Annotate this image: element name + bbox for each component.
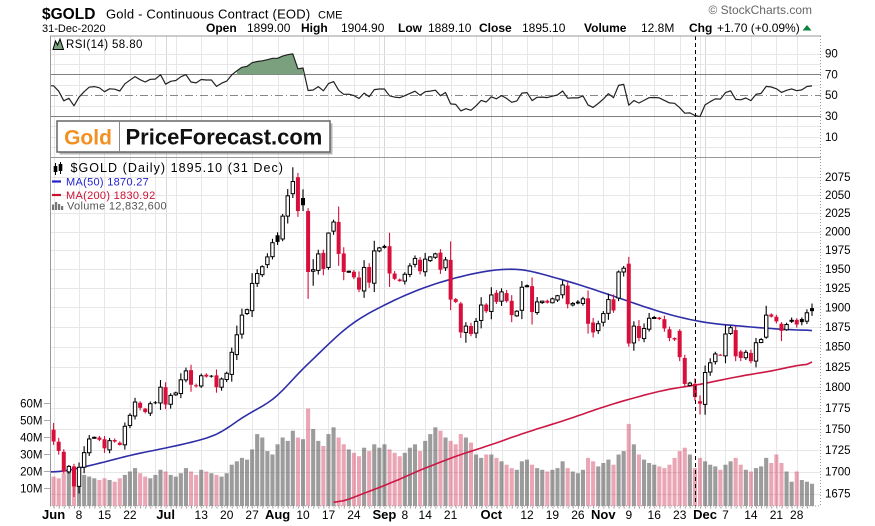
svg-text:Volume 12,832,600: Volume 12,832,600 bbox=[67, 201, 167, 213]
svg-text:Low: Low bbox=[398, 21, 423, 35]
svg-text:30: 30 bbox=[825, 111, 838, 123]
svg-text:Dec: Dec bbox=[693, 507, 717, 522]
svg-text:1889.10: 1889.10 bbox=[428, 21, 472, 35]
svg-text:19: 19 bbox=[546, 508, 560, 522]
svg-text:MA(200) 1830.92: MA(200) 1830.92 bbox=[66, 190, 156, 202]
svg-text:1975: 1975 bbox=[825, 245, 851, 257]
svg-text:70: 70 bbox=[825, 69, 838, 81]
svg-text:CME: CME bbox=[318, 10, 342, 22]
svg-text:Jun: Jun bbox=[42, 507, 65, 522]
svg-text:13: 13 bbox=[195, 508, 209, 522]
svg-text:1825: 1825 bbox=[825, 362, 851, 374]
svg-text:1895.10: 1895.10 bbox=[522, 21, 566, 35]
svg-text:90: 90 bbox=[825, 49, 838, 61]
svg-text:Gold - Continuous Contract (EO: Gold - Continuous Contract (EOD) bbox=[106, 7, 310, 22]
svg-text:High: High bbox=[301, 21, 328, 35]
svg-text:1725: 1725 bbox=[825, 445, 851, 457]
svg-text:2000: 2000 bbox=[825, 227, 851, 239]
svg-text:Nov: Nov bbox=[591, 507, 616, 522]
svg-text:1775: 1775 bbox=[825, 403, 851, 415]
svg-text:1675: 1675 bbox=[825, 489, 851, 501]
svg-text:2050: 2050 bbox=[825, 190, 851, 202]
svg-text:14: 14 bbox=[744, 508, 758, 522]
svg-text:7: 7 bbox=[722, 508, 729, 522]
svg-text:30M: 30M bbox=[20, 450, 42, 462]
svg-text:50M: 50M bbox=[20, 416, 42, 428]
svg-text:$GOLD (Daily) 1895.10 (31 Dec): $GOLD (Daily) 1895.10 (31 Dec) bbox=[71, 161, 285, 175]
svg-text:© StockCharts.com: © StockCharts.com bbox=[708, 3, 812, 17]
svg-text:1875: 1875 bbox=[825, 322, 851, 334]
svg-text:1899.00: 1899.00 bbox=[247, 21, 291, 35]
svg-text:8: 8 bbox=[76, 508, 83, 522]
svg-text:Jul: Jul bbox=[156, 507, 175, 522]
svg-text:20M: 20M bbox=[20, 467, 42, 479]
svg-text:17: 17 bbox=[322, 508, 336, 522]
svg-text:Open: Open bbox=[206, 21, 237, 35]
svg-text:21: 21 bbox=[770, 508, 784, 522]
svg-text:Oct: Oct bbox=[480, 507, 502, 522]
svg-text:21: 21 bbox=[444, 508, 458, 522]
svg-text:Chg: Chg bbox=[689, 21, 712, 35]
svg-text:24: 24 bbox=[347, 508, 361, 522]
svg-text:Aug: Aug bbox=[265, 507, 290, 522]
svg-text:2025: 2025 bbox=[825, 208, 851, 220]
svg-text:1850: 1850 bbox=[825, 342, 851, 354]
svg-text:22: 22 bbox=[123, 508, 137, 522]
svg-text:Volume: Volume bbox=[584, 21, 627, 35]
svg-text:$GOLD: $GOLD bbox=[42, 6, 95, 23]
svg-text:40M: 40M bbox=[20, 433, 42, 445]
svg-text:10: 10 bbox=[296, 508, 310, 522]
svg-text:50: 50 bbox=[825, 90, 838, 102]
svg-text:16: 16 bbox=[648, 508, 662, 522]
svg-text:23: 23 bbox=[673, 508, 687, 522]
svg-text:15: 15 bbox=[98, 508, 112, 522]
svg-text:14: 14 bbox=[419, 508, 433, 522]
svg-text:8: 8 bbox=[401, 508, 408, 522]
svg-text:Close: Close bbox=[479, 21, 512, 35]
svg-text:MA(50) 1870.27: MA(50) 1870.27 bbox=[66, 177, 149, 189]
svg-text:1700: 1700 bbox=[825, 467, 851, 479]
svg-text:10M: 10M bbox=[20, 484, 42, 496]
svg-text:26: 26 bbox=[571, 508, 585, 522]
svg-text:1800: 1800 bbox=[825, 382, 851, 394]
svg-text:12.8M: 12.8M bbox=[641, 21, 674, 35]
svg-text:12: 12 bbox=[520, 508, 534, 522]
svg-text:60M: 60M bbox=[20, 399, 42, 411]
svg-text:1904.90: 1904.90 bbox=[341, 21, 385, 35]
svg-text:1750: 1750 bbox=[825, 424, 851, 436]
svg-text:Gold: Gold bbox=[64, 127, 112, 150]
svg-text:31-Dec-2020: 31-Dec-2020 bbox=[42, 23, 106, 35]
svg-text:Sep: Sep bbox=[372, 507, 396, 522]
svg-text:RSI(14) 58.80: RSI(14) 58.80 bbox=[66, 39, 143, 51]
svg-text:27: 27 bbox=[245, 508, 259, 522]
svg-text:9: 9 bbox=[625, 508, 632, 522]
svg-text:+1.70 (+0.09%): +1.70 (+0.09%) bbox=[717, 21, 800, 35]
svg-text:1900: 1900 bbox=[825, 302, 851, 314]
svg-text:10: 10 bbox=[825, 132, 838, 144]
svg-text:2075: 2075 bbox=[825, 172, 851, 184]
svg-text:28: 28 bbox=[790, 508, 804, 522]
svg-text:1950: 1950 bbox=[825, 264, 851, 276]
svg-text:1925: 1925 bbox=[825, 283, 851, 295]
svg-text:PriceForecast.com: PriceForecast.com bbox=[126, 125, 323, 150]
svg-text:20: 20 bbox=[220, 508, 234, 522]
